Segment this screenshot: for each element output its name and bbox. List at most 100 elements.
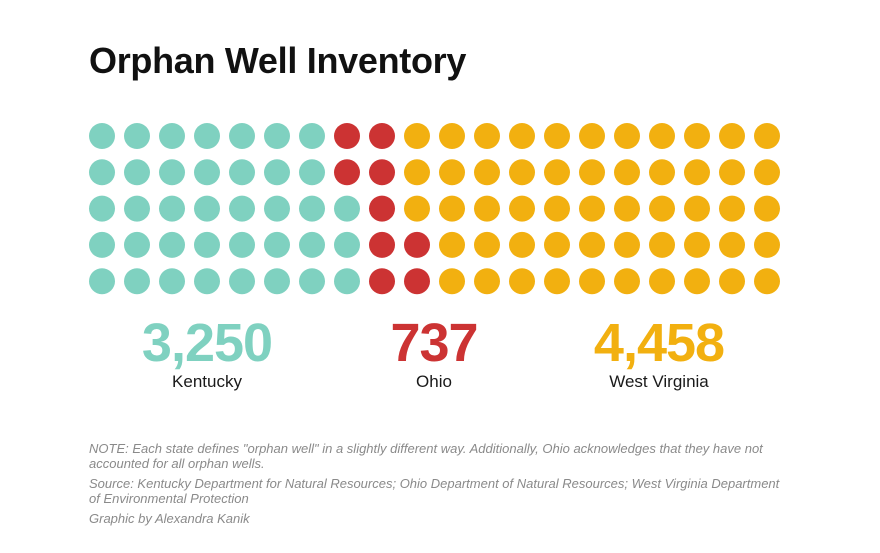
dot-west-virginia — [684, 195, 710, 222]
dot-kentucky — [89, 268, 115, 295]
dot-west-virginia — [439, 159, 465, 186]
stat-value-west-virginia: 4,458 — [593, 313, 725, 373]
dot-west-virginia — [474, 195, 500, 222]
dot-west-virginia — [614, 231, 640, 258]
dot-kentucky — [89, 195, 115, 222]
dot-kentucky — [89, 123, 115, 149]
dot-west-virginia — [684, 159, 710, 186]
dot-west-virginia — [544, 123, 570, 149]
dot-west-virginia — [649, 123, 675, 149]
dot-ohio — [369, 268, 395, 295]
dot-kentucky — [299, 159, 325, 186]
dot-kentucky — [124, 159, 150, 186]
dot-kentucky — [194, 195, 220, 222]
dot-west-virginia — [754, 123, 780, 149]
dot-west-virginia — [719, 159, 745, 186]
dot-west-virginia — [439, 195, 465, 222]
dot-kentucky — [299, 195, 325, 222]
dot-kentucky — [264, 159, 290, 186]
dot-ohio — [369, 231, 395, 258]
chart-title: Orphan Well Inventory — [89, 40, 467, 81]
dot-kentucky — [159, 123, 185, 149]
dot-kentucky — [229, 123, 255, 149]
dot-kentucky — [194, 268, 220, 295]
dot-kentucky — [334, 231, 360, 258]
dot-ohio — [334, 123, 360, 149]
stat-value-ohio: 737 — [390, 313, 478, 373]
dot-kentucky — [229, 268, 255, 295]
dot-west-virginia — [509, 159, 535, 186]
dot-kentucky — [194, 159, 220, 186]
dot-west-virginia — [474, 231, 500, 258]
source-text: Source: Kentucky Department for Natural … — [89, 476, 780, 506]
dot-west-virginia — [544, 195, 570, 222]
dot-kentucky — [299, 231, 325, 258]
dot-west-virginia — [719, 195, 745, 222]
dot-west-virginia — [509, 195, 535, 222]
dot-west-virginia — [579, 123, 605, 149]
dot-west-virginia — [474, 159, 500, 186]
dot-west-virginia — [439, 268, 465, 295]
dot-west-virginia — [614, 195, 640, 222]
dot-west-virginia — [754, 195, 780, 222]
dot-west-virginia — [614, 159, 640, 186]
dot-kentucky — [124, 268, 150, 295]
dot-west-virginia — [404, 159, 430, 186]
dot-ohio — [369, 123, 395, 149]
dot-west-virginia — [509, 268, 535, 295]
dot-west-virginia — [509, 231, 535, 258]
dot-west-virginia — [544, 231, 570, 258]
dot-kentucky — [229, 195, 255, 222]
dot-kentucky — [264, 123, 290, 149]
stat-value-kentucky: 3,250 — [141, 313, 273, 373]
footnotes: NOTE: Each state defines "orphan well" i… — [89, 441, 789, 531]
dot-kentucky — [124, 195, 150, 222]
credit-text: Graphic by Alexandra Kanik — [89, 511, 250, 526]
dot-west-virginia — [404, 123, 430, 149]
dot-west-virginia — [509, 123, 535, 149]
dot-ohio — [404, 231, 430, 258]
dot-west-virginia — [754, 231, 780, 258]
dot-west-virginia — [684, 231, 710, 258]
dot-west-virginia — [719, 231, 745, 258]
dot-kentucky — [124, 123, 150, 149]
dot-kentucky — [299, 268, 325, 295]
dot-kentucky — [159, 231, 185, 258]
dot-west-virginia — [544, 159, 570, 186]
dot-kentucky — [124, 231, 150, 258]
dot-kentucky — [229, 231, 255, 258]
dot-kentucky — [264, 195, 290, 222]
dot-west-virginia — [544, 268, 570, 295]
dot-west-virginia — [754, 159, 780, 186]
dot-west-virginia — [579, 159, 605, 186]
stat-label-west-virginia: West Virginia — [609, 372, 709, 391]
dot-west-virginia — [684, 123, 710, 149]
dot-kentucky — [89, 159, 115, 186]
dot-ohio — [369, 159, 395, 186]
stat-label-kentucky: Kentucky — [172, 372, 242, 391]
dot-west-virginia — [439, 231, 465, 258]
dot-ohio — [404, 268, 430, 295]
dot-west-virginia — [649, 195, 675, 222]
stat-kentucky: 3,250 Kentucky — [97, 312, 317, 392]
dot-west-virginia — [719, 268, 745, 295]
dot-west-virginia — [579, 195, 605, 222]
dot-kentucky — [159, 159, 185, 186]
dot-west-virginia — [579, 268, 605, 295]
stat-west-virginia: 4,458 West Virginia — [549, 312, 769, 392]
waffle-chart — [89, 123, 780, 295]
stat-ohio: 737 Ohio — [324, 312, 544, 392]
dot-kentucky — [264, 268, 290, 295]
dot-west-virginia — [614, 123, 640, 149]
dot-kentucky — [334, 268, 360, 295]
dot-kentucky — [334, 195, 360, 222]
dot-west-virginia — [474, 268, 500, 295]
note-text: NOTE: Each state defines "orphan well" i… — [89, 441, 763, 471]
dot-west-virginia — [754, 268, 780, 295]
dot-kentucky — [299, 123, 325, 149]
dot-west-virginia — [439, 123, 465, 149]
dot-west-virginia — [404, 195, 430, 222]
dot-kentucky — [89, 231, 115, 258]
dot-ohio — [369, 195, 395, 222]
dot-west-virginia — [474, 123, 500, 149]
